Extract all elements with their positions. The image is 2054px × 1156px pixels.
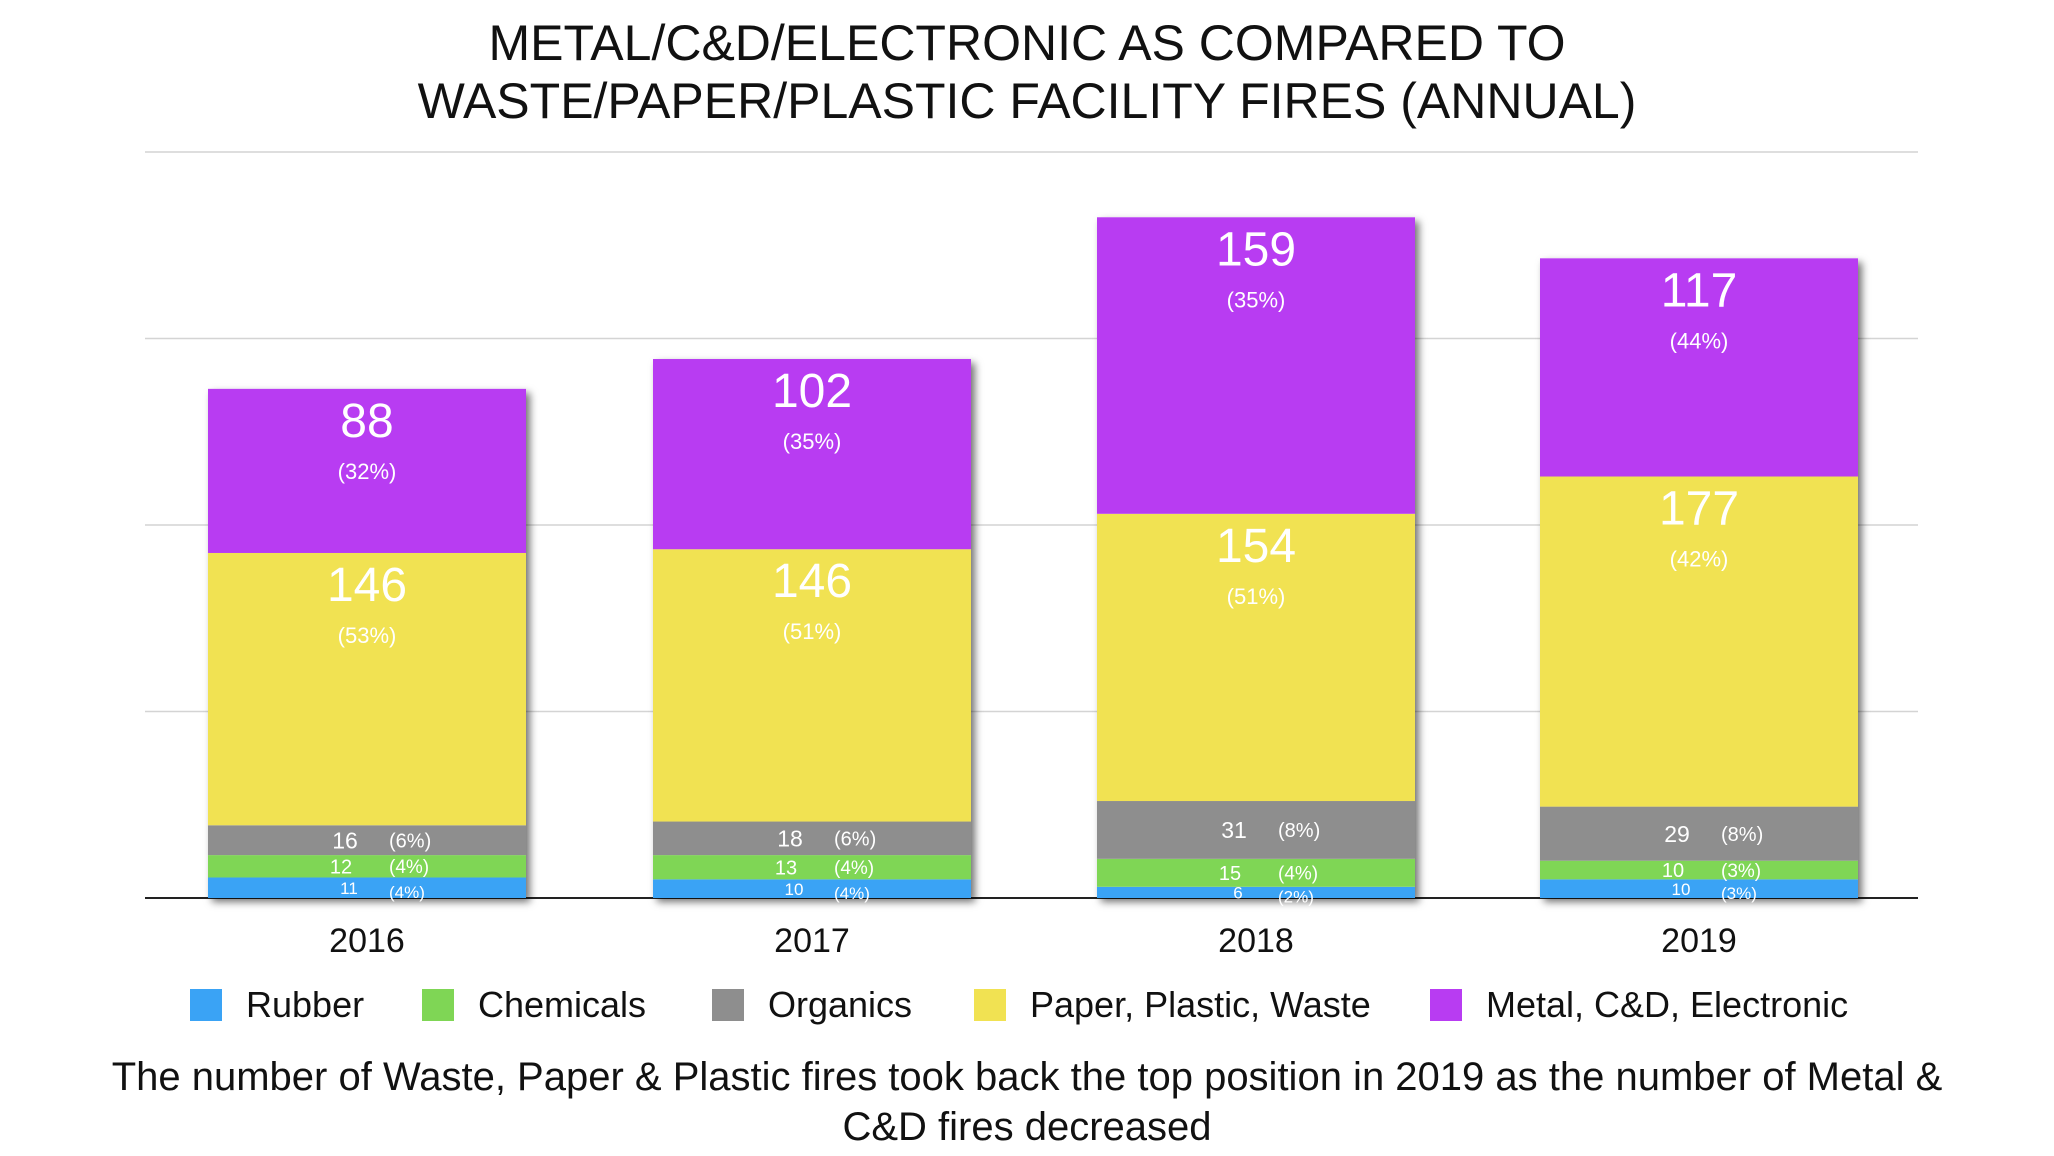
legend-item-chemicals: Chemicals <box>422 983 646 1027</box>
legend-label-organics: Organics <box>768 984 913 1025</box>
bar-segment-metal-c-d-electronic-2017 <box>653 359 971 550</box>
bar-segment-organics-2017 <box>653 821 971 856</box>
data-label-percent: (6%) <box>834 829 876 851</box>
bar-segment-rubber-2018 <box>1097 886 1415 898</box>
data-label-percent: (51%) <box>1227 584 1286 609</box>
legend: Rubber Chemicals Organics Paper, Plastic… <box>0 983 2054 1027</box>
chart-title: METAL/C&D/ELECTRONIC AS COMPARED TO WAST… <box>0 14 2054 130</box>
x-axis-tick-labels: 2016 2017 2018 2019 <box>329 922 1737 960</box>
legend-swatch-paper-plastic-waste <box>974 989 1006 1021</box>
data-label-value: 15 <box>1219 863 1241 885</box>
legend-item-rubber: Rubber <box>190 983 364 1027</box>
data-label-percent: (3%) <box>1721 861 1761 882</box>
legend-swatch-chemicals <box>422 989 454 1021</box>
data-label-percent: (8%) <box>1721 824 1763 846</box>
data-label-value: 11 <box>340 879 358 898</box>
data-label-value: 10 <box>1672 880 1691 899</box>
data-label-value: 18 <box>777 826 803 852</box>
bar-segment-chemicals-2018 <box>1097 858 1415 887</box>
bar-segment-paper-plastic-waste-2018 <box>1097 513 1415 802</box>
legend-item-organics: Organics <box>712 983 912 1027</box>
data-label-value: 29 <box>1664 821 1690 847</box>
x-tick-label: 2019 <box>1661 922 1737 960</box>
bar-segment-paper-plastic-waste-2016 <box>208 552 526 826</box>
data-label-percent: (44%) <box>1670 328 1729 353</box>
bar-segment-metal-c-d-electronic-2019 <box>1540 258 1858 477</box>
legend-label-metal-cd-electronic: Metal, C&D, Electronic <box>1486 984 1849 1025</box>
bar-segment-paper-plastic-waste-2019 <box>1540 476 1858 807</box>
chart-caption: The number of Waste, Paper & Plastic fir… <box>0 1052 2054 1152</box>
caption-line-1: The number of Waste, Paper & Plastic fir… <box>111 1055 1943 1099</box>
legend-swatch-rubber <box>190 989 222 1021</box>
data-label-value: 146 <box>327 559 407 612</box>
data-label-value: 12 <box>330 856 352 878</box>
bar-segment-organics-2018 <box>1097 801 1415 859</box>
data-label-value: 117 <box>1661 264 1738 317</box>
data-label-value: 13 <box>775 857 797 879</box>
bar-segment-rubber-2016 <box>208 877 526 898</box>
data-label-value: 10 <box>785 880 804 899</box>
data-label-value: 31 <box>1221 817 1247 843</box>
data-label-percent: (3%) <box>1721 884 1757 903</box>
data-label-percent: (35%) <box>783 429 842 454</box>
legend-swatch-metal-cd-electronic <box>1430 989 1462 1021</box>
data-label-value: 88 <box>340 395 393 448</box>
data-label-percent: (6%) <box>389 830 431 852</box>
caption-line-2: C&D fires decreased <box>842 1105 1212 1149</box>
x-tick-label: 2018 <box>1218 922 1294 960</box>
data-label-percent: (35%) <box>1227 287 1286 312</box>
bar-segment-rubber-2017 <box>653 879 971 898</box>
legend-label-paper-plastic-waste: Paper, Plastic, Waste <box>1030 984 1371 1025</box>
data-label-value: 6 <box>1233 884 1242 903</box>
legend-label-chemicals: Chemicals <box>478 984 647 1025</box>
data-label-value: 177 <box>1659 483 1739 536</box>
bar-segment-chemicals-2019 <box>1540 860 1858 880</box>
legend-item-metal-cd-electronic: Metal, C&D, Electronic <box>1430 983 1848 1027</box>
bar-segment-metal-c-d-electronic-2016 <box>208 388 526 553</box>
data-label-percent: (4%) <box>389 857 429 878</box>
data-label-value: 146 <box>772 555 852 608</box>
bar-segment-chemicals-2017 <box>653 855 971 880</box>
bar-segment-organics-2016 <box>208 825 526 856</box>
data-label-percent: (2%) <box>1278 888 1314 907</box>
data-label-value: 159 <box>1216 223 1296 276</box>
data-label-percent: (4%) <box>1278 864 1318 885</box>
data-label-percent: (51%) <box>783 619 842 644</box>
data-label-value: 10 <box>1662 860 1684 882</box>
bar-segment-rubber-2019 <box>1540 879 1858 898</box>
x-tick-label: 2016 <box>329 922 405 960</box>
data-label-value: 102 <box>772 365 852 418</box>
bar-segment-organics-2019 <box>1540 806 1858 861</box>
data-label-percent: (32%) <box>338 459 397 484</box>
bar-segment-metal-c-d-electronic-2018 <box>1097 217 1415 514</box>
chart-title-line-2: WASTE/PAPER/PLASTIC FACILITY FIRES (ANNU… <box>417 73 1637 129</box>
stacked-bar-chart: 11 (4%) 12 (4%) 16 (6%) 146 (53%) 88 (32%) 10 (4%) 1… <box>145 151 1918 960</box>
legend-item-paper-plastic-waste: Paper, Plastic, Waste <box>974 983 1371 1027</box>
data-label-percent: (4%) <box>389 883 425 902</box>
bars <box>208 217 1858 898</box>
x-tick-label: 2017 <box>774 922 850 960</box>
bar-segment-paper-plastic-waste-2017 <box>653 549 971 822</box>
data-label-percent: (4%) <box>834 884 870 903</box>
data-label-percent: (42%) <box>1670 547 1729 572</box>
data-labels: 11 (4%) 12 (4%) 16 (6%) 146 (53%) 88 (32%) 10 (4%) 1… <box>327 223 1763 906</box>
data-label-percent: (53%) <box>338 623 397 648</box>
data-label-value: 154 <box>1216 520 1296 573</box>
legend-swatch-organics <box>712 989 744 1021</box>
chart-title-line-1: METAL/C&D/ELECTRONIC AS COMPARED TO <box>488 15 1566 71</box>
data-label-percent: (4%) <box>834 858 874 879</box>
bar-segment-chemicals-2016 <box>208 855 526 878</box>
data-label-percent: (8%) <box>1278 820 1320 842</box>
legend-label-rubber: Rubber <box>246 984 365 1025</box>
data-label-value: 16 <box>332 827 358 853</box>
